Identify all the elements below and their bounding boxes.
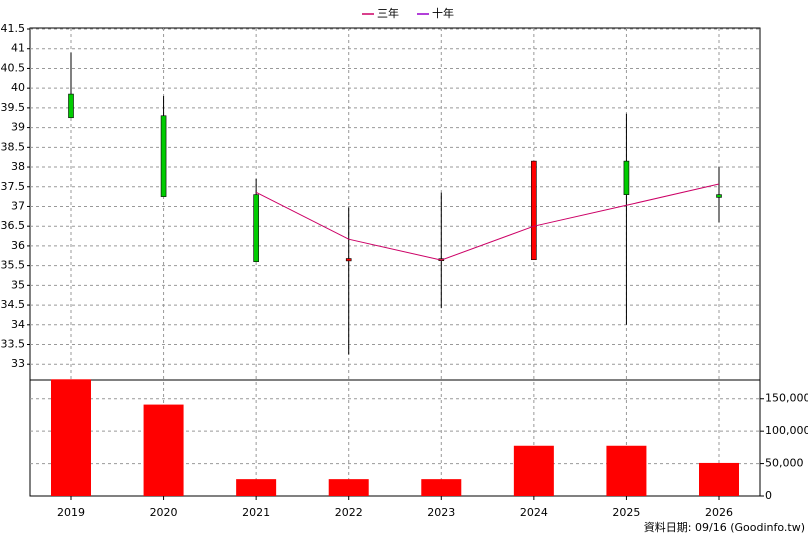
footnote: 資料日期: 09/16 (Goodinfo.tw) bbox=[644, 520, 805, 534]
y-tick-label: 34 bbox=[11, 318, 25, 331]
y-tick-label: 35.5 bbox=[1, 259, 26, 272]
legend-label: 十年 bbox=[432, 6, 454, 20]
volume-bar bbox=[606, 445, 647, 496]
y-tick-label: 38 bbox=[11, 160, 25, 173]
x-tick-label: 2024 bbox=[520, 506, 548, 519]
y-tick-label: 41 bbox=[11, 42, 25, 55]
y-tick-label: 39.5 bbox=[1, 101, 26, 114]
candle-body bbox=[68, 93, 74, 119]
candle-body bbox=[345, 258, 352, 262]
volume-bar bbox=[421, 479, 462, 496]
y-tick-label: 39 bbox=[11, 121, 25, 134]
candle-body bbox=[716, 194, 722, 198]
candle-body bbox=[253, 194, 259, 262]
volume-bar bbox=[236, 479, 277, 496]
y-tick-label: 36.5 bbox=[1, 219, 26, 232]
y2-tick-label: 0 bbox=[765, 489, 772, 502]
y-tick-label: 33.5 bbox=[1, 338, 26, 351]
y-tick-label: 33 bbox=[11, 357, 25, 370]
y2-tick-label: 100,000 bbox=[765, 424, 808, 437]
x-tick-label: 2025 bbox=[612, 506, 640, 519]
y2-tick-label: 150,000 bbox=[765, 392, 808, 405]
y2-tick-label: 50,000 bbox=[765, 457, 804, 470]
x-tick-label: 2023 bbox=[427, 506, 455, 519]
volume-bar bbox=[328, 479, 369, 496]
y-tick-label: 34.5 bbox=[1, 298, 26, 311]
candle-body bbox=[623, 160, 630, 195]
y-tick-label: 40 bbox=[11, 81, 25, 94]
volume-bar bbox=[51, 379, 91, 496]
y-tick-label: 37.5 bbox=[1, 180, 26, 193]
volume-bar bbox=[699, 462, 739, 496]
y-tick-label: 35 bbox=[11, 278, 25, 291]
y-tick-label: 36 bbox=[11, 239, 25, 252]
x-tick-label: 2021 bbox=[242, 506, 270, 519]
candle-body bbox=[531, 160, 537, 261]
legend-label: 三年 bbox=[377, 6, 399, 20]
x-tick-label: 2022 bbox=[335, 506, 363, 519]
x-tick-label: 2026 bbox=[705, 506, 733, 519]
y-tick-label: 38.5 bbox=[1, 140, 26, 153]
volume-bar bbox=[513, 445, 554, 496]
x-tick-label: 2020 bbox=[150, 506, 178, 519]
volume-bar bbox=[143, 404, 184, 496]
y-tick-label: 41.5 bbox=[1, 22, 26, 35]
plot-frame bbox=[29, 27, 761, 497]
x-tick-label: 2019 bbox=[57, 506, 85, 519]
y-tick-label: 40.5 bbox=[1, 61, 26, 74]
candle-body bbox=[160, 115, 167, 197]
line-series bbox=[255, 183, 720, 261]
y-tick-label: 37 bbox=[11, 199, 25, 212]
